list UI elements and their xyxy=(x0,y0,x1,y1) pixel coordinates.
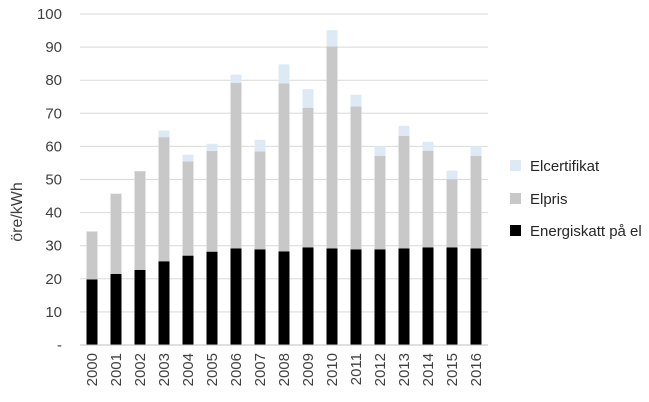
legend-label: Elcertifikat xyxy=(530,158,600,175)
bar-segment xyxy=(302,107,314,248)
bar-segment xyxy=(182,255,194,345)
bar-segment xyxy=(254,151,266,250)
bar-segment xyxy=(278,83,290,252)
bar-segment xyxy=(470,248,482,345)
bar-segment xyxy=(278,251,290,345)
x-tick-label: 2001 xyxy=(108,353,125,386)
x-tick-label: 2002 xyxy=(132,353,149,386)
x-tick-label: 2005 xyxy=(204,353,221,386)
y-tick-label: 70 xyxy=(45,105,62,122)
bars xyxy=(86,30,482,345)
bar-segment xyxy=(110,273,122,345)
bar-segment xyxy=(158,137,170,262)
x-tick-label: 2004 xyxy=(180,353,197,386)
y-tick-label: 40 xyxy=(45,205,62,222)
y-axis-ticks: - 10 20 30 40 50 60 70 80 90 100 xyxy=(37,6,62,354)
bar-segment xyxy=(326,46,338,249)
bar-segment xyxy=(206,151,218,252)
x-tick-label: 2013 xyxy=(396,353,413,386)
x-tick-label: 2003 xyxy=(156,353,173,386)
bar-segment xyxy=(206,251,218,345)
bar-segment xyxy=(326,248,338,345)
y-axis-label: öre/kWh xyxy=(9,182,26,242)
bar-segment xyxy=(398,125,410,136)
bar-segment xyxy=(422,150,434,248)
bar-segment xyxy=(254,249,266,345)
bar-segment xyxy=(158,261,170,345)
bar-segment xyxy=(374,155,386,250)
bar-segment xyxy=(422,247,434,345)
x-tick-label: 2012 xyxy=(372,353,389,386)
bar-segment xyxy=(350,106,362,250)
bar-segment xyxy=(350,94,362,107)
x-tick-label: 2008 xyxy=(276,353,293,386)
x-tick-label: 2015 xyxy=(444,353,461,386)
bar-segment xyxy=(182,154,194,162)
bar-segment xyxy=(86,279,98,345)
bar-segment xyxy=(470,155,482,249)
x-tick-label: 2010 xyxy=(324,353,341,386)
y-tick-label: 90 xyxy=(45,39,62,56)
bar-segment xyxy=(134,269,146,345)
y-tick-label: 10 xyxy=(45,304,62,321)
bar-segment xyxy=(446,179,458,248)
x-tick-label: 2007 xyxy=(252,353,269,386)
bar-segment xyxy=(374,249,386,345)
x-tick-label: 2011 xyxy=(348,353,365,385)
bar-segment xyxy=(230,82,242,249)
bar-segment xyxy=(326,30,338,47)
x-tick-label: 2006 xyxy=(228,353,245,386)
bar-segment xyxy=(278,64,290,84)
bar-segment xyxy=(446,170,458,180)
bar-segment xyxy=(374,146,386,156)
bar-segment xyxy=(158,130,170,138)
legend: Elcertifikat Elpris Energiskatt på el xyxy=(510,158,642,240)
bar-segment xyxy=(230,248,242,345)
x-tick-label: 2014 xyxy=(420,353,437,386)
bar-segment xyxy=(230,74,242,83)
y-tick-label: 60 xyxy=(45,138,62,155)
y-tick-label: 30 xyxy=(45,238,62,255)
bar-segment xyxy=(182,161,194,256)
bar-segment xyxy=(350,249,362,345)
y-tick-label: 50 xyxy=(45,172,62,189)
legend-swatch xyxy=(510,193,521,204)
legend-swatch xyxy=(510,225,521,236)
legend-swatch xyxy=(510,160,521,171)
bar-segment xyxy=(302,247,314,345)
bar-segment xyxy=(470,146,482,156)
x-tick-label: 2016 xyxy=(468,353,485,386)
y-tick-label: 100 xyxy=(37,6,62,23)
x-axis-ticks: 2000 2001 2002 2003 2004 2005 2006 2007 2008 2009… xyxy=(84,353,485,386)
bar-segment xyxy=(302,89,314,108)
bar-segment xyxy=(206,143,218,152)
y-tick-label: 20 xyxy=(45,271,62,288)
bar-segment xyxy=(446,247,458,345)
legend-label: Elpris xyxy=(530,191,568,208)
bar-segment xyxy=(110,193,122,274)
legend-label: Energiskatt på el xyxy=(530,223,642,240)
bar-segment xyxy=(398,135,410,249)
x-tick-label: 2009 xyxy=(300,353,317,386)
bar-segment xyxy=(422,141,434,151)
bar-segment xyxy=(398,248,410,345)
y-tick-label: 80 xyxy=(45,72,62,89)
bar-segment xyxy=(254,139,266,152)
bar-segment xyxy=(86,231,98,280)
bar-segment xyxy=(134,171,146,270)
x-tick-label: 2000 xyxy=(84,353,101,386)
y-tick-label: - xyxy=(57,337,62,354)
